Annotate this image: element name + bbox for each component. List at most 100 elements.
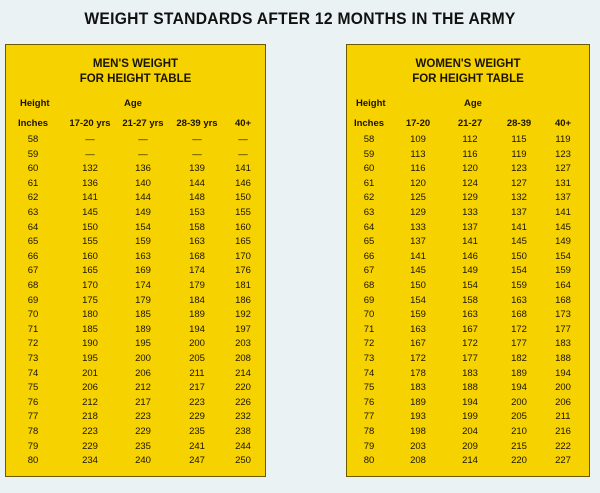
height-cell: 77 <box>363 411 375 423</box>
height-cell: 79 <box>363 440 375 452</box>
weight-cell: 199 <box>462 411 478 423</box>
weight-cell: 124 <box>462 177 478 189</box>
weight-cell: 211 <box>189 367 205 379</box>
table-row: 76 189 194 200 206 <box>347 396 589 410</box>
weight-cell: 165 <box>235 236 251 248</box>
weight-cell: 146 <box>462 250 478 262</box>
height-cell: 62 <box>27 192 39 204</box>
weight-cell: 163 <box>189 236 205 248</box>
weight-cell: 223 <box>135 411 151 423</box>
table-row: 66 160 163 168 170 <box>6 250 265 264</box>
mens-table-title-line1: MEN'S WEIGHT <box>92 58 179 70</box>
weight-cell: 145 <box>511 236 527 248</box>
weight-cell: 183 <box>462 367 478 379</box>
weight-cell: 159 <box>135 236 151 248</box>
weight-cell: 132 <box>511 192 527 204</box>
weight-cell: 214 <box>462 455 478 467</box>
weight-cell: 200 <box>135 353 151 364</box>
weight-cell: 136 <box>135 163 151 175</box>
weight-cell: 125 <box>410 192 426 204</box>
weight-cell: 109 <box>410 134 426 145</box>
weight-cell: 159 <box>555 265 571 277</box>
weight-cell: 218 <box>82 411 98 423</box>
weight-cell: 180 <box>82 309 98 321</box>
height-cell: 76 <box>27 396 39 408</box>
table-row: 68 150 154 159 164 <box>347 279 589 293</box>
weight-cell: 131 <box>555 177 571 189</box>
weight-cell: 179 <box>189 280 205 291</box>
height-cell: 74 <box>27 367 39 379</box>
weight-cell: 140 <box>135 177 151 189</box>
weight-cell: 194 <box>511 382 527 394</box>
table-row: 78 223 229 235 238 <box>6 425 265 439</box>
weight-cell: 169 <box>135 265 151 277</box>
weight-cell: 211 <box>555 411 571 423</box>
weight-cell: 205 <box>189 353 205 364</box>
weight-cell: 148 <box>189 192 205 204</box>
women-column-header-row: Inches 17-20 21-27 28-39 40+ <box>347 117 589 131</box>
women-column-header: 28-39 <box>506 118 532 129</box>
weight-cell: 123 <box>555 148 571 160</box>
height-cell: 71 <box>363 323 375 335</box>
height-cell: 66 <box>27 250 39 262</box>
weight-cell: 141 <box>235 163 251 175</box>
weight-cell: 149 <box>462 265 478 277</box>
table-row: 65 137 141 145 149 <box>347 235 589 249</box>
table-row: 69 154 158 163 168 <box>347 294 589 308</box>
weight-cell: 160 <box>235 221 251 233</box>
weight-cell: 201 <box>82 367 98 379</box>
weight-cell: 220 <box>235 382 251 394</box>
weight-cell: 204 <box>462 426 478 437</box>
table-row: 74 178 183 189 194 <box>347 367 589 381</box>
height-cell: 73 <box>363 353 375 364</box>
table-row: 60 132 136 139 141 <box>6 162 265 176</box>
table-row: 59 113 116 119 123 <box>347 148 589 162</box>
weight-cell: 112 <box>462 134 478 145</box>
weight-cell: 206 <box>82 382 98 394</box>
weight-cell: 177 <box>555 323 571 335</box>
womens-weight-table: WOMEN'S WEIGHT FOR HEIGHT TABLE Height A… <box>346 44 590 477</box>
womens-height-label: Height <box>356 98 386 109</box>
weight-cell: 178 <box>410 367 426 379</box>
weight-cell: 174 <box>135 280 151 291</box>
weight-cell: 159 <box>511 280 527 291</box>
weight-cell: 145 <box>82 207 98 218</box>
table-row: 77 193 199 205 211 <box>347 410 589 424</box>
table-row: 70 159 163 168 173 <box>347 308 589 322</box>
weight-cell: 194 <box>555 367 571 379</box>
weight-cell: 184 <box>189 294 205 306</box>
womens-age-label: Age <box>464 98 482 109</box>
height-cell: 67 <box>363 265 375 277</box>
table-row: 64 133 137 141 145 <box>347 221 589 235</box>
height-cell: 77 <box>27 411 39 423</box>
women-column-header: 40+ <box>554 118 572 129</box>
weight-cell: 133 <box>462 207 478 218</box>
height-cell: 73 <box>27 353 39 364</box>
height-cell: 74 <box>363 367 375 379</box>
weight-cell: 226 <box>235 396 251 408</box>
weight-cell: 165 <box>82 265 98 277</box>
men-column-header: 21-27 yrs <box>122 118 164 129</box>
table-row: 75 206 212 217 220 <box>6 381 265 395</box>
table-row: 68 170 174 179 181 <box>6 279 265 293</box>
weight-cell: 212 <box>135 382 151 394</box>
weight-cell: 160 <box>82 250 98 262</box>
weight-cell: 200 <box>555 382 571 394</box>
height-cell: 72 <box>363 338 375 350</box>
weight-cell: 232 <box>235 411 251 423</box>
height-cell: 69 <box>27 294 39 306</box>
weight-cell: 188 <box>555 353 571 364</box>
weight-cell: 141 <box>462 236 478 248</box>
weight-cell: 189 <box>135 323 151 335</box>
height-cell: 66 <box>363 250 375 262</box>
weight-cell: 182 <box>511 353 527 364</box>
weight-cell: 113 <box>410 148 426 160</box>
weight-cell: 183 <box>410 382 426 394</box>
weight-cell: 203 <box>235 338 251 350</box>
weight-cell: 189 <box>511 367 527 379</box>
weight-cell: 200 <box>189 338 205 350</box>
weight-cell: 229 <box>82 440 98 452</box>
weight-cell: 120 <box>462 163 478 175</box>
weight-cell: 222 <box>555 440 571 452</box>
weight-cell: 155 <box>82 236 98 248</box>
